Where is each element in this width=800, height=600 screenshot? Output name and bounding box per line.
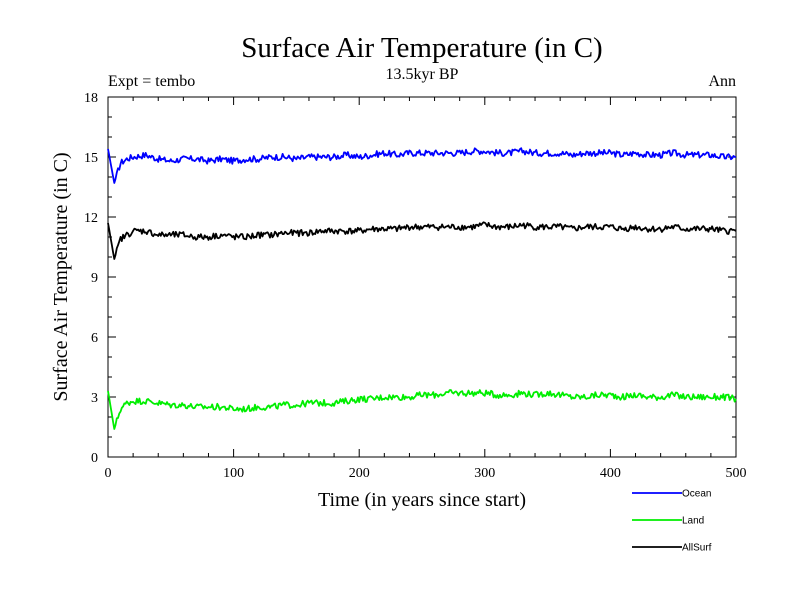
axis-ticks: 0 100 200 300 400 500 0 3 6 9 12 15 18 [84,91,747,481]
chart-title: Surface Air Temperature (in C) [241,32,602,64]
x-tick-label: 200 [349,466,370,481]
y-tick-label: 15 [84,151,98,166]
y-tick-label: 6 [91,331,98,346]
y-tick-label: 3 [91,391,98,406]
x-tick-label: 300 [474,466,495,481]
season-label: Ann [708,73,736,90]
x-tick-label: 400 [600,466,621,481]
plot-frame [107,96,737,458]
x-tick-label: 100 [223,466,244,481]
y-axis-label: Surface Air Temperature (in C) [50,152,72,401]
y-tick-label: 9 [91,271,98,286]
x-axis-label: Time (in years since start) [318,489,526,511]
series-lines [107,147,737,430]
series-line-allsurf [107,221,737,260]
legend-label-allsurf: AllSurf [682,543,712,554]
y-tick-label: 12 [84,211,98,226]
series-line-ocean [107,147,737,184]
legend: Ocean Land AllSurf [632,489,712,554]
y-tick-label: 0 [91,451,98,466]
series-line-land [107,389,737,430]
chart-subtitle: 13.5kyr BP [386,66,459,83]
x-tick-label: 0 [105,466,112,481]
x-tick-label: 500 [726,466,747,481]
y-tick-label: 18 [84,91,98,106]
legend-label-land: Land [682,516,704,527]
experiment-label: Expt = tembo [108,73,195,90]
legend-label-ocean: Ocean [682,489,711,500]
